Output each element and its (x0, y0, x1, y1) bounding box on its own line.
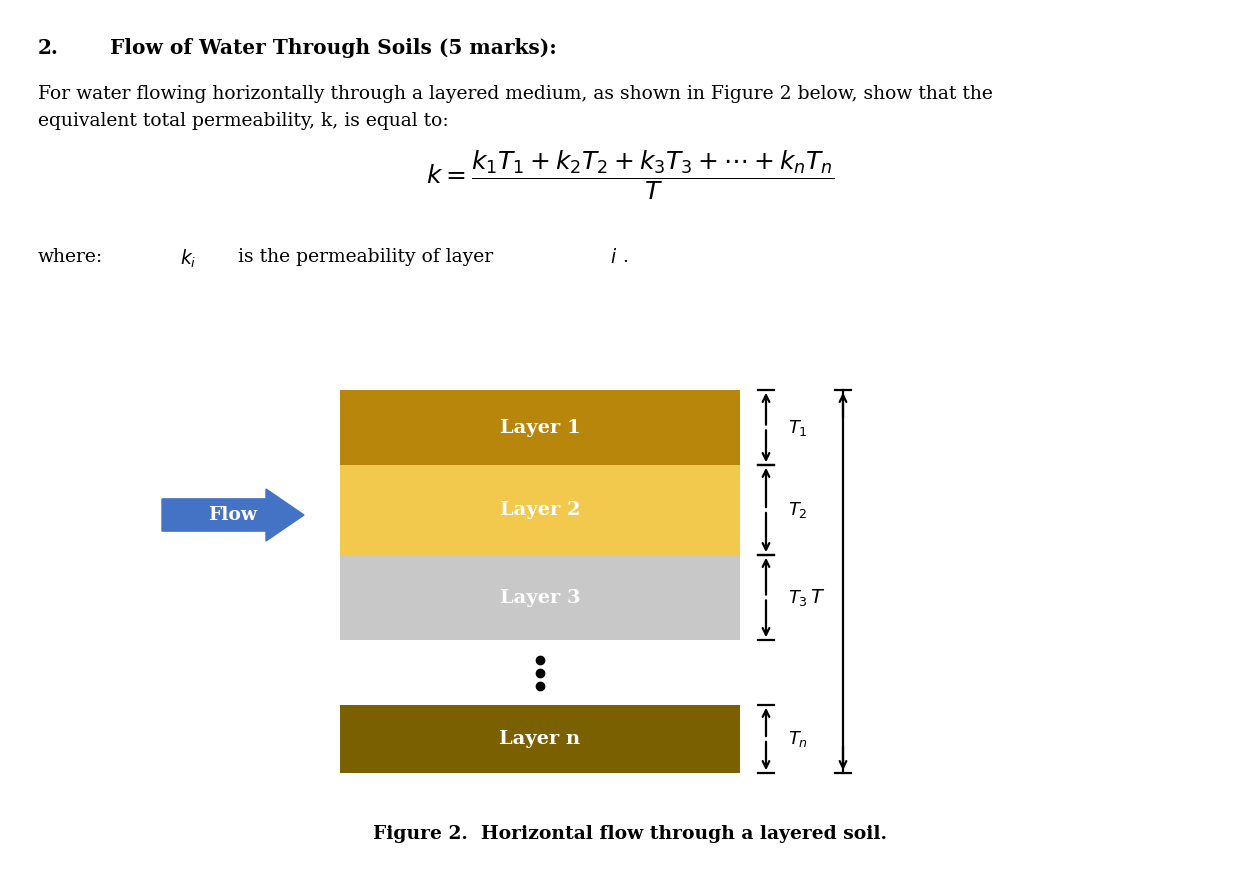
Text: Figure 2.  Horizontal flow through a layered soil.: Figure 2. Horizontal flow through a laye… (373, 825, 887, 843)
Bar (340, 705, 740, 773)
Text: Flow of Water Through Soils (5 marks):: Flow of Water Through Soils (5 marks): (110, 38, 557, 58)
Text: Layer n: Layer n (499, 730, 581, 748)
Text: Layer 2: Layer 2 (500, 501, 581, 519)
Text: $k_i$: $k_i$ (180, 248, 197, 270)
Text: $k = \dfrac{k_1 T_1 + k_2 T_2 + k_3 T_3 + \cdots + k_n T_n}{T}$: $k = \dfrac{k_1 T_1 + k_2 T_2 + k_3 T_3 … (426, 148, 834, 201)
Text: 2.: 2. (38, 38, 59, 58)
FancyArrow shape (163, 489, 304, 541)
Text: For water flowing horizontally through a layered medium, as shown in Figure 2 be: For water flowing horizontally through a… (38, 85, 993, 103)
Text: $T_{2}$: $T_{2}$ (788, 500, 808, 520)
Text: $i$: $i$ (610, 248, 617, 267)
Text: equivalent total permeability, k, is equal to:: equivalent total permeability, k, is equ… (38, 112, 449, 130)
Text: .: . (622, 248, 627, 266)
Text: $T_{3}$: $T_{3}$ (788, 588, 808, 608)
Text: where:: where: (38, 248, 103, 266)
Bar (340, 465, 740, 555)
Bar (340, 390, 740, 465)
Text: Layer 3: Layer 3 (500, 589, 581, 607)
Text: $T$: $T$ (810, 589, 825, 607)
Text: is the permeability of layer: is the permeability of layer (238, 248, 493, 266)
Text: Flow: Flow (208, 506, 257, 524)
Bar (340, 555, 740, 640)
Text: $T_n$: $T_n$ (788, 729, 808, 749)
Text: Layer 1: Layer 1 (500, 419, 581, 437)
Text: $T_{1}$: $T_{1}$ (788, 418, 808, 438)
